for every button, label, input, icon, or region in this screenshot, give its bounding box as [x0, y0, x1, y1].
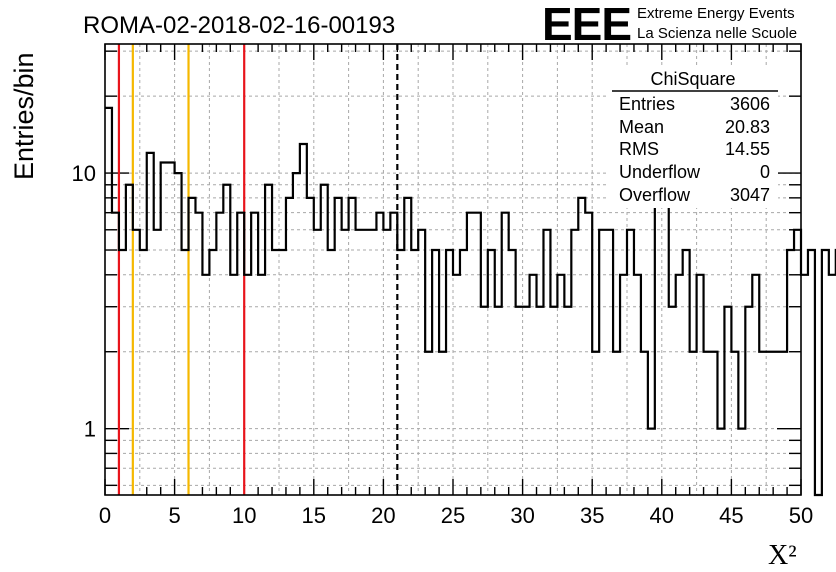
stats-label-overflow: Overflow — [619, 185, 691, 205]
stats-value-mean: 20.83 — [725, 117, 770, 137]
stats-box: ChiSquare Entries 3606 Mean 20.83 RMS 14… — [608, 66, 778, 208]
stats-label-underflow: Underflow — [619, 162, 701, 182]
stats-value-underflow: 0 — [760, 162, 770, 182]
stats-label-rms: RMS — [619, 139, 659, 159]
stats-label-entries: Entries — [619, 94, 675, 114]
x-tick-label: 50 — [789, 503, 813, 528]
x-tick-label: 45 — [719, 503, 743, 528]
x-tick-label: 20 — [371, 503, 395, 528]
stats-value-entries: 3606 — [730, 94, 770, 114]
chart-title: ROMA-02-2018-02-16-00193 — [83, 12, 395, 39]
logo-line-1: Extreme Energy Events — [637, 5, 795, 22]
x-tick-label: 0 — [99, 503, 111, 528]
x-tick-labels: 0 5 10 15 20 25 30 35 40 45 50 — [99, 503, 813, 528]
x-tick-label: 30 — [510, 503, 534, 528]
x-tick-label: 15 — [302, 503, 326, 528]
plot-frame — [104, 43, 802, 496]
stats-title: ChiSquare — [650, 69, 735, 89]
x-tick-label: 5 — [168, 503, 180, 528]
x-tick-label: 25 — [441, 503, 465, 528]
y-tick-labels: 1 10 — [72, 161, 96, 442]
stats-value-overflow: 3047 — [730, 185, 770, 205]
threshold-markers — [117, 44, 399, 495]
histogram-step-line — [105, 106, 836, 497]
y-axis-label: Entries/bin — [9, 52, 39, 180]
stats-box-background — [608, 66, 778, 208]
logo-line-2: La Scienza nelle Scuole — [637, 25, 797, 42]
eee-logo-mark: EEE — [542, 0, 631, 50]
x-tick-label: 10 — [232, 503, 256, 528]
y-tick-label: 1 — [84, 417, 96, 442]
y-tick-label: 10 — [72, 161, 96, 186]
stats-label-mean: Mean — [619, 117, 664, 137]
eee-logo: EEE Extreme Energy Events La Scienza nel… — [542, 0, 797, 50]
x-tick-label: 40 — [650, 503, 674, 528]
stats-value-rms: 14.55 — [725, 139, 770, 159]
x-tick-label: 35 — [580, 503, 604, 528]
x-axis-label: X² — [768, 540, 797, 571]
